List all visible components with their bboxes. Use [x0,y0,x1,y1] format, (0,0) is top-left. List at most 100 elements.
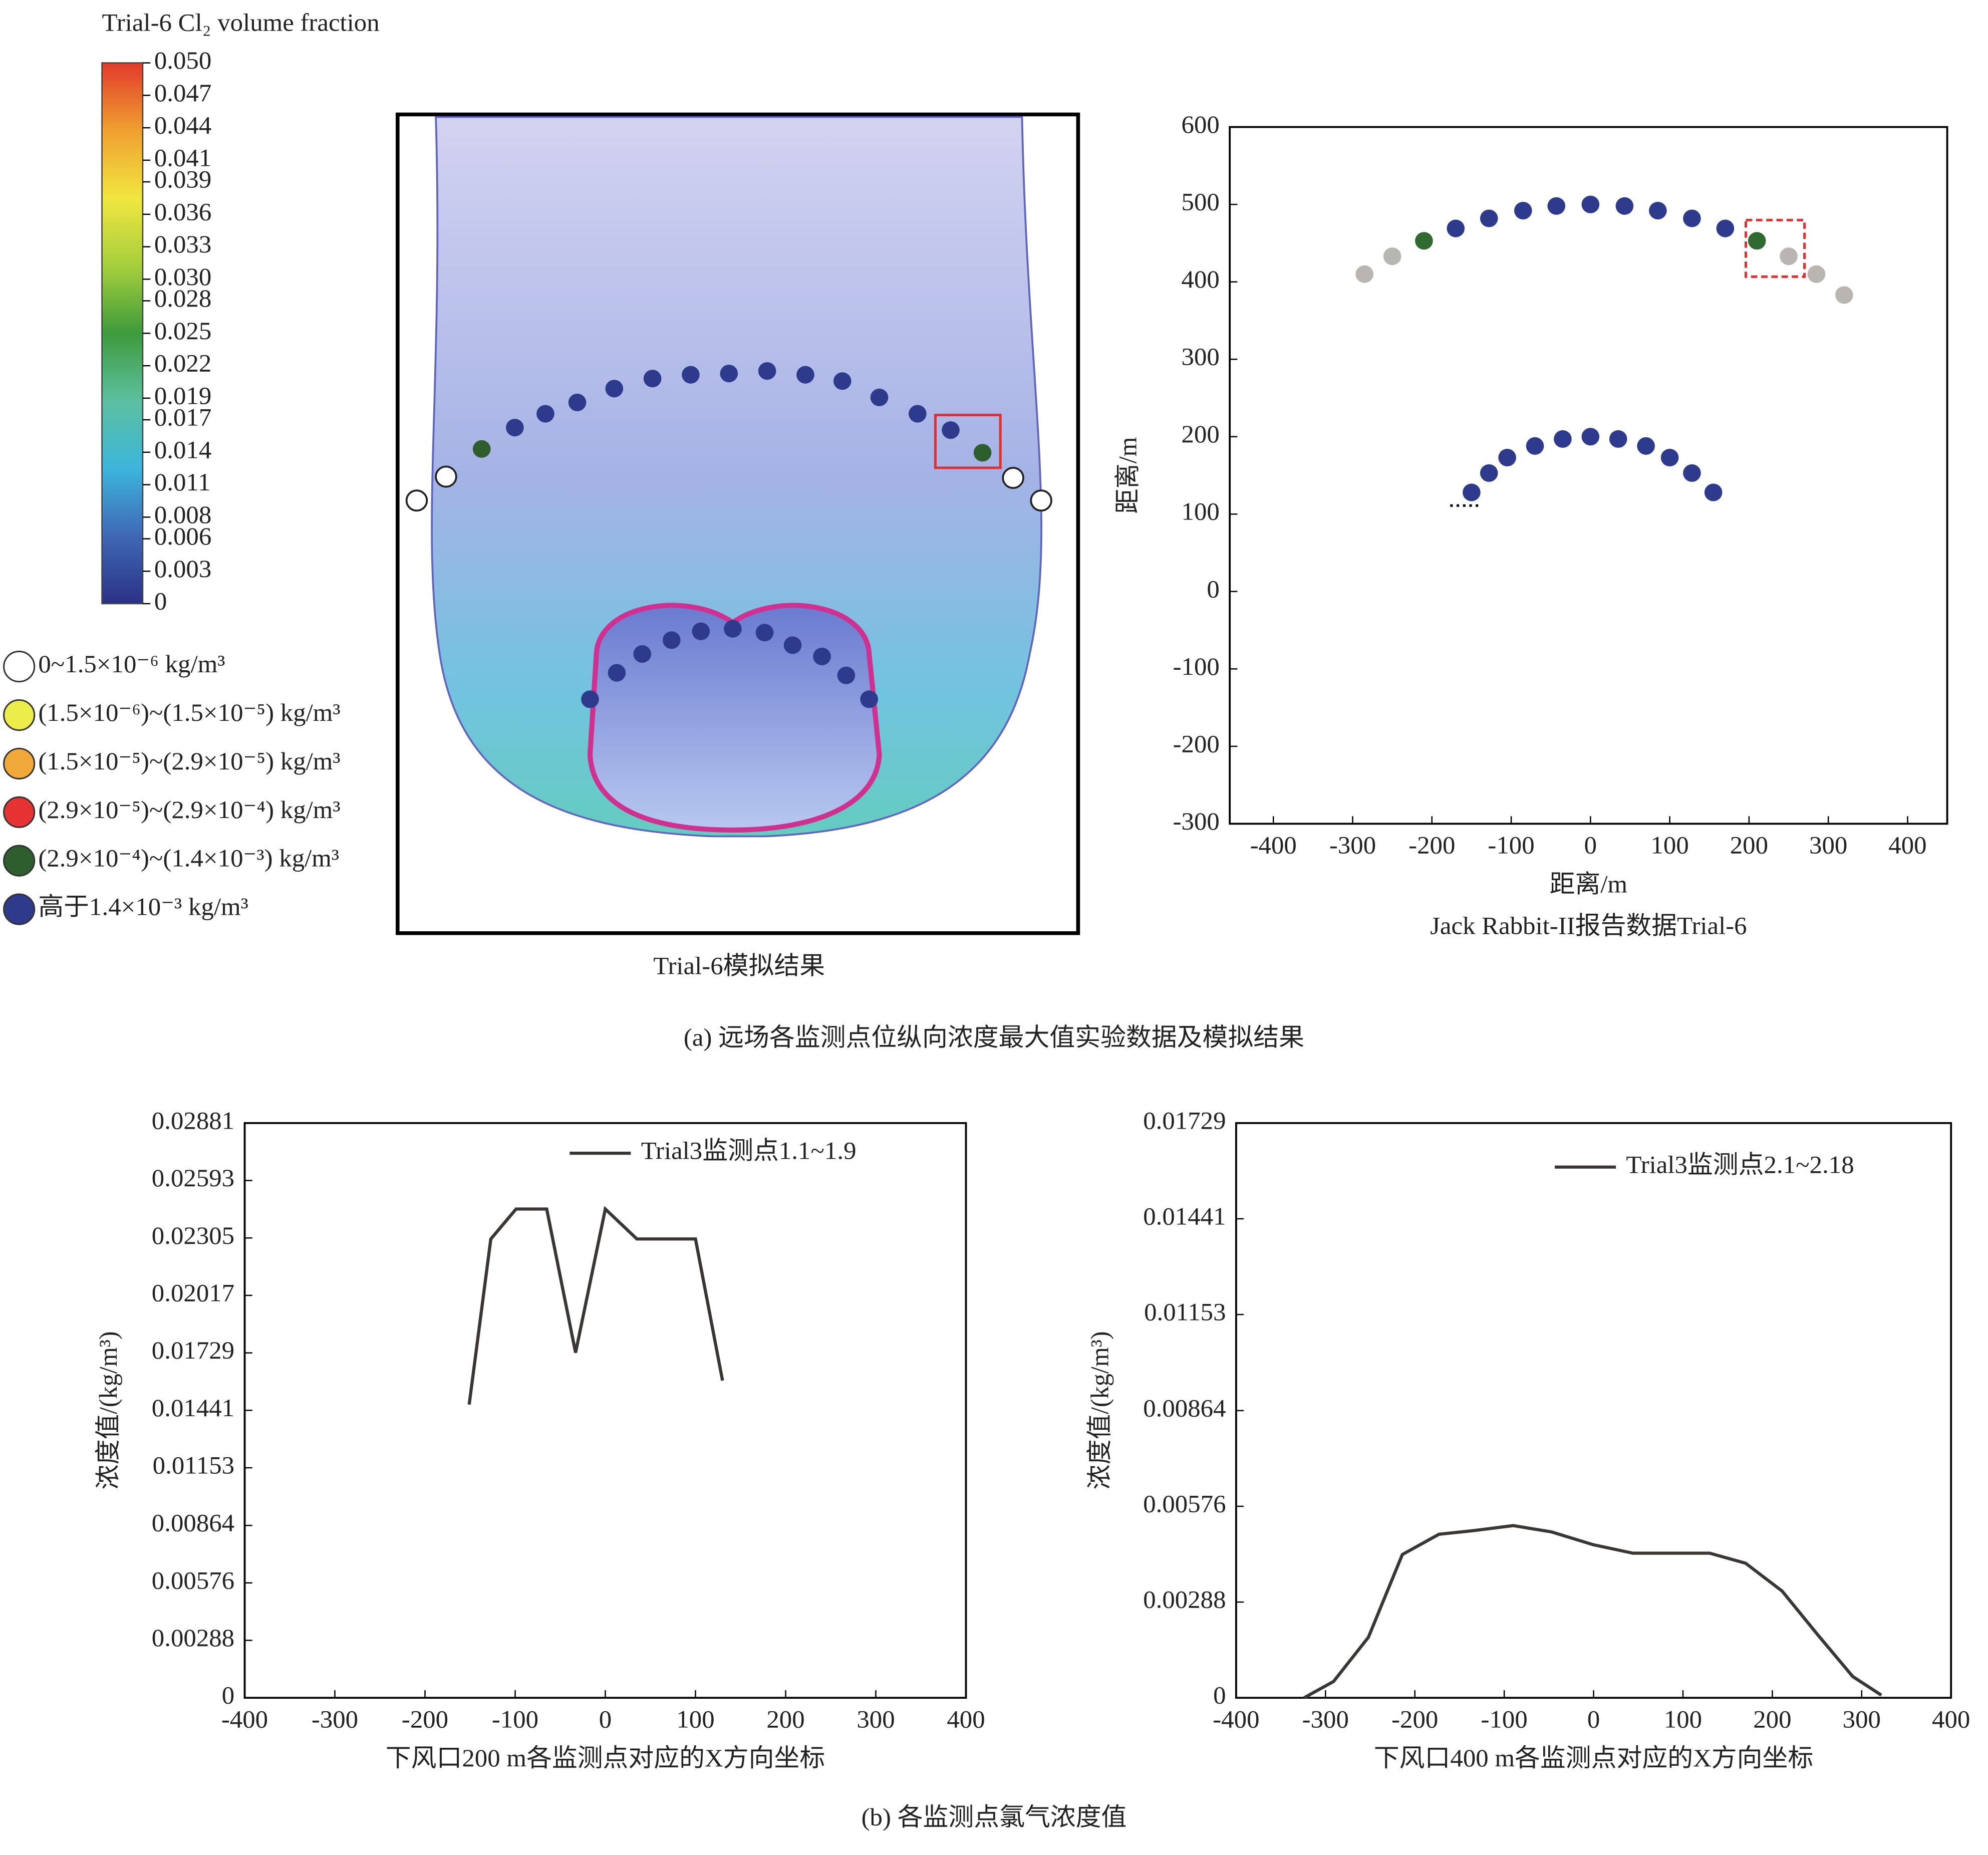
colorbar [101,62,144,605]
x-tick-label: 400 [1888,831,1926,859]
plot-frame [1229,126,1948,825]
x-tick-label: 300 [1809,831,1847,859]
line [467,1206,724,1405]
point [1716,219,1735,237]
highlight-box [1745,218,1806,278]
y-tick-label: 0.01729 [1143,1107,1226,1135]
x-axis-label: 下风口200 m各监测点对应的X方向坐标 [386,1744,825,1772]
point [1660,448,1679,467]
x-tick-label: 0 [599,1705,612,1733]
y-tick-label: -200 [1173,730,1220,758]
colorbar-tick-label: 0.017 [154,403,211,431]
x-tick-label: 100 [1664,1705,1702,1733]
y-tick-label: 200 [1182,420,1220,448]
x-tick-label: 200 [1753,1705,1791,1733]
x-tick-label: -300 [1329,831,1376,859]
x-tick-label: -200 [1408,831,1455,859]
point [1683,464,1701,482]
y-tick-label: 100 [1182,497,1220,525]
colorbar-tick-label: 0.044 [154,111,211,139]
y-tick-label: 0.00288 [1143,1585,1226,1614]
x-tick-label: -400 [1250,831,1297,859]
x-tick-label: 400 [1932,1705,1970,1733]
colorbar-tick-label: 0.008 [154,500,211,528]
x-tick-label: -300 [1302,1705,1349,1733]
legend-label: Trial3监测点2.1~2.18 [1626,1151,1854,1179]
point [1807,265,1826,283]
legend-swatch [3,747,36,780]
colorbar-tick-label: 0.003 [154,555,211,583]
point [1581,428,1600,446]
y-tick-label: -300 [1173,807,1220,835]
point [1615,197,1634,215]
point [1547,197,1566,215]
x-tick-label: 300 [857,1705,895,1733]
simulation-image [395,112,1080,935]
legend-swatch [3,893,36,925]
colorbar-tick-label: 0.050 [154,46,211,74]
x-tick-label: 100 [676,1705,714,1733]
legend-label: 0~1.5×10⁻⁶ kg/m³ [38,650,225,678]
colorbar-title: Trial-6 Cl₂ volume fraction [102,9,380,37]
legend-label: (2.9×10⁻⁵)~(2.9×10⁻⁴) kg/m³ [38,796,340,824]
colorbar-tick-label: 0.006 [154,522,211,550]
point [1554,430,1572,448]
y-tick-label: 0.00864 [1143,1394,1226,1422]
legend-label: (1.5×10⁻⁵)~(2.9×10⁻⁵) kg/m³ [38,747,340,775]
x-tick-label: 400 [947,1705,985,1733]
colorbar-tick-label: 0.047 [154,79,211,107]
point [1355,265,1374,283]
x-axis-label: 距离/m [1550,870,1627,898]
y-tick-label: 0.01153 [1144,1298,1226,1326]
legend-swatch [3,650,36,683]
y-tick-label: -100 [1173,652,1220,680]
x-tick-label: -400 [1213,1705,1259,1733]
x-tick-label: -100 [492,1705,538,1733]
point [1514,201,1532,220]
legend-label: (1.5×10⁻⁶)~(1.5×10⁻⁵) kg/m³ [38,698,340,726]
x-tick-label: 200 [1730,831,1768,859]
point [1609,430,1627,448]
y-axis-label: 浓度值/(kg/m³) [94,1331,122,1489]
colorbar-tick-label: 0 [154,587,167,615]
point [1704,483,1723,501]
legend-label: 高于1.4×10⁻³ kg/m³ [38,893,248,921]
y-tick-label: 0.01441 [1143,1202,1226,1230]
y-tick-label: 400 [1182,265,1220,293]
point [1835,286,1853,304]
x-tick-label: -200 [402,1705,448,1733]
point [1748,232,1766,250]
point [1463,483,1481,501]
y-tick-label: 0.00576 [1143,1490,1226,1518]
x-tick-label: -100 [1481,1705,1528,1733]
x-tick-label: -200 [1391,1705,1438,1733]
x-tick-label: 100 [1650,831,1688,859]
legend-swatch [3,796,36,828]
caption: (b) 各监测点氯气浓度值 [862,1803,1127,1831]
point [1780,247,1798,266]
y-axis-label: 浓度值/(kg/m³) [1085,1331,1113,1489]
simulation-label: Trial-6模拟结果 [653,952,825,980]
colorbar-tick-label: 0.028 [154,284,211,312]
colorbar-tick-label: 0.030 [154,262,211,291]
point [1526,437,1544,455]
colorbar-tick-label: 0.036 [154,198,211,226]
caption: (a) 远场各监测点位纵向浓度最大值实验数据及模拟结果 [684,1023,1304,1051]
point [1383,247,1401,266]
x-tick-label: 0 [1584,831,1597,859]
point [1447,219,1465,237]
x-tick-label: 0 [1587,1705,1600,1733]
x-tick-label: 300 [1843,1705,1881,1733]
colorbar-tick-label: 0.033 [154,230,211,258]
y-tick-label: 0 [1207,575,1219,603]
line [1303,1524,1882,1699]
point [1683,209,1701,227]
y-tick-label: 0.01153 [153,1451,234,1479]
y-tick-label: 0 [1213,1681,1226,1709]
colorbar-tick-label: 0.011 [154,468,211,496]
y-tick-label: 500 [1182,188,1220,216]
point [1581,195,1600,213]
legend-swatch [3,699,36,731]
x-axis-label: 下风口400 m各监测点对应的X方向坐标 [1374,1744,1813,1772]
